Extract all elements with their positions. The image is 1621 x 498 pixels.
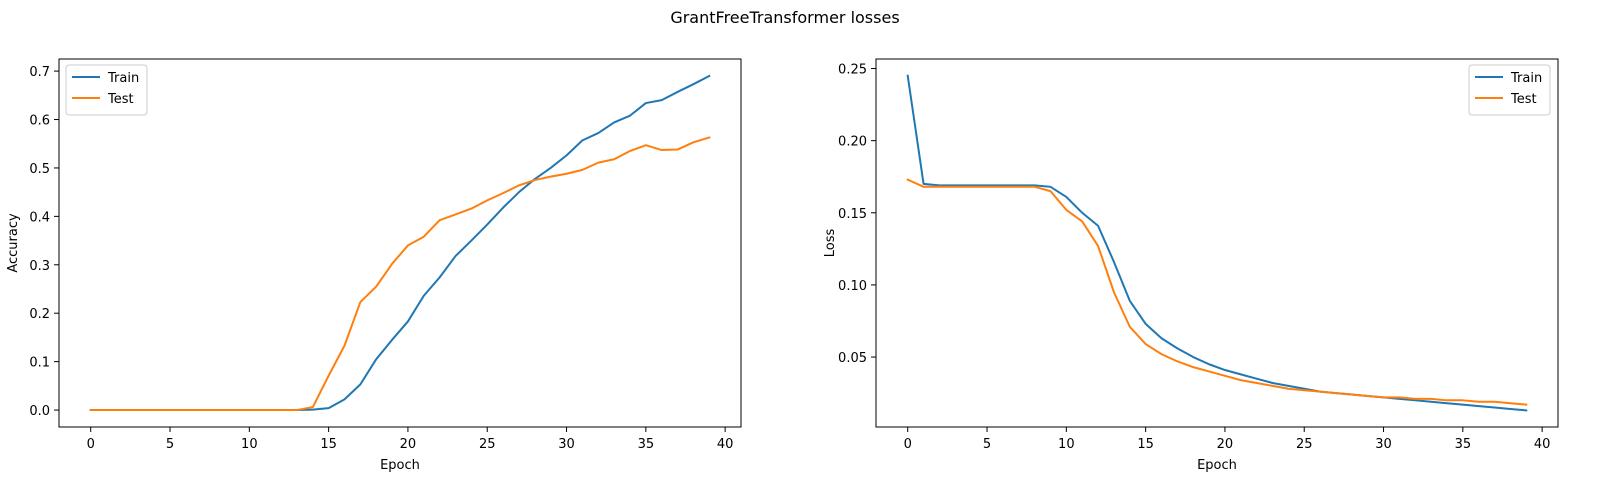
x-tick-label: 30	[1375, 437, 1392, 452]
x-tick-label: 25	[479, 437, 496, 452]
series-line-train	[906, 74, 1528, 412]
x-axis-label: Epoch	[1197, 458, 1237, 473]
x-tick-label: 20	[1217, 437, 1234, 452]
legend-label-test: Test	[107, 92, 134, 107]
y-tick-label: 0.6	[29, 114, 50, 129]
legend: Train Test	[1468, 64, 1551, 116]
legend-label-train: Train	[107, 71, 139, 86]
x-tick-label: 10	[241, 437, 258, 452]
x-tick-label: 40	[1534, 437, 1551, 452]
y-tick-label: 0.5	[29, 162, 50, 177]
x-tick-label: 20	[400, 437, 417, 452]
series-line-test	[89, 136, 711, 412]
x-tick-label: 5	[983, 437, 991, 452]
y-axis-label: Accuracy	[6, 213, 21, 273]
legend-label-test: Test	[1510, 92, 1537, 107]
y-tick-label: 0.25	[838, 63, 867, 78]
y-tick-label: 0.7	[29, 65, 50, 80]
x-tick-label: 35	[638, 437, 655, 452]
x-tick-label: 35	[1455, 437, 1472, 452]
y-tick-label: 0.05	[838, 351, 867, 366]
figure-suptitle: GrantFreeTransformer losses	[670, 8, 899, 27]
y-tick-label: 0.20	[838, 135, 867, 150]
y-axis-label: Loss	[823, 229, 838, 258]
x-tick-label: 25	[1296, 437, 1313, 452]
y-tick-label: 0.10	[838, 279, 867, 294]
x-axis-label: Epoch	[380, 458, 420, 473]
y-tick-label: 0.4	[29, 210, 50, 225]
x-tick-label: 0	[904, 437, 912, 452]
x-tick-label: 15	[320, 437, 337, 452]
axes-frame	[875, 58, 1559, 428]
x-tick-label: 30	[558, 437, 575, 452]
x-tick-label: 0	[87, 437, 95, 452]
x-tick-label: 5	[166, 437, 174, 452]
legend-label-train: Train	[1510, 71, 1542, 86]
series-line-test	[906, 178, 1528, 406]
y-tick-label: 0.3	[29, 259, 50, 274]
y-tick-label: 0.0	[29, 404, 50, 419]
axes-frame	[58, 58, 742, 428]
y-tick-label: 0.1	[29, 356, 50, 371]
x-tick-label: 40	[717, 437, 734, 452]
y-tick-label: 0.15	[838, 207, 867, 222]
accuracy-plot: 0 5 10 15 20 25 30 35 40 0.0 0.1 0.2 0.3 0.4 0.5 0.6 0.7…	[6, 58, 742, 473]
loss-plot: 0 5 10 15 20 25 30 35 40 0.05 0.10 0.15 0.20 0.25 Epoc…	[823, 58, 1559, 473]
y-tick-label: 0.2	[29, 307, 50, 322]
x-tick-label: 15	[1137, 437, 1154, 452]
series-line-train	[89, 74, 711, 412]
legend: Train Test	[65, 64, 148, 116]
x-tick-label: 10	[1058, 437, 1075, 452]
